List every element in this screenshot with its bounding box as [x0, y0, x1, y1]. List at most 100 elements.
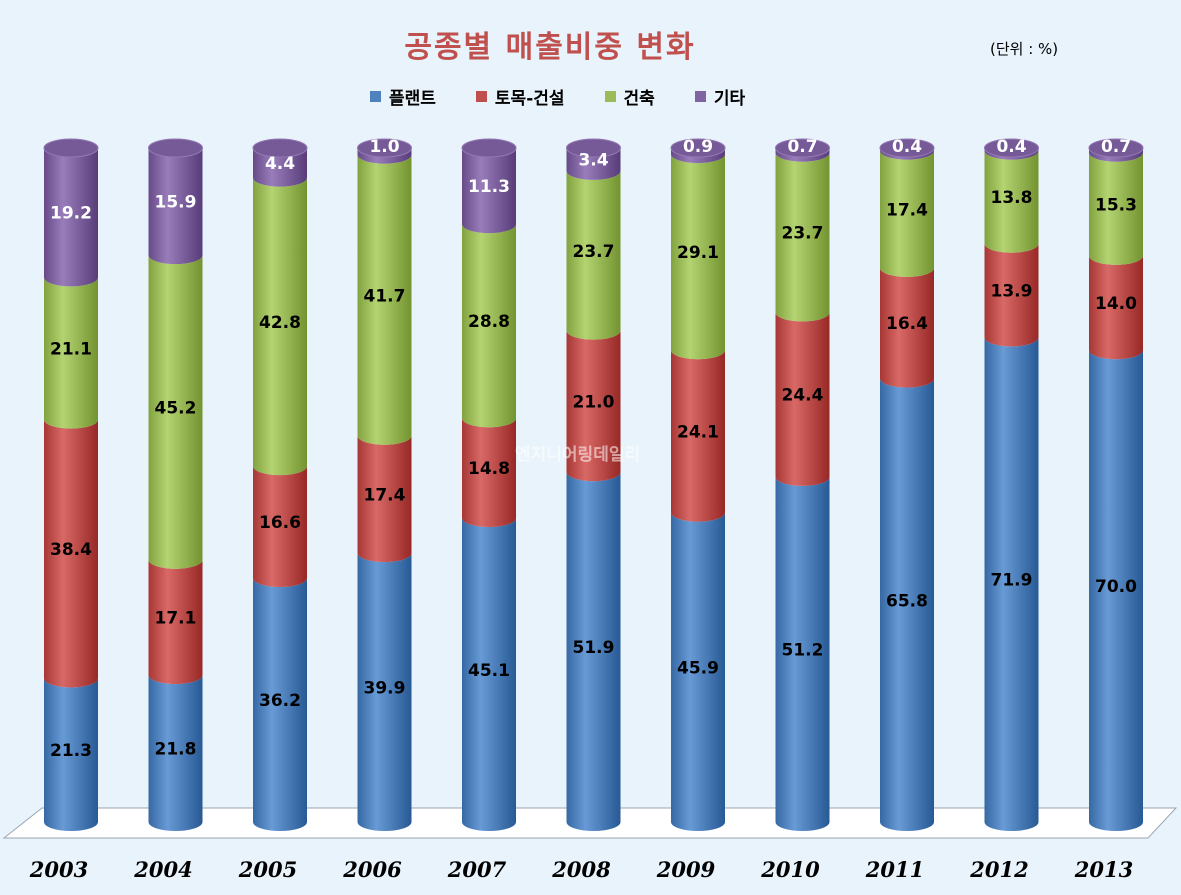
legend-label-architecture: 건축: [623, 89, 655, 109]
bar-segment-2005-3: [253, 148, 307, 187]
bar-top-cap-2008: [566, 138, 621, 158]
bar-segment-2005-2: [253, 177, 307, 476]
data-label-2012-1: 13.9: [991, 282, 1033, 302]
data-label-2007-2: 28.8: [468, 312, 510, 332]
bar-segment-2013-0: [1089, 350, 1143, 831]
bar-segment-2005-1: [253, 466, 307, 588]
bar-segment-2008-0: [566, 472, 621, 831]
bar-segment-2006-3: [357, 148, 412, 164]
bar-segment-2004-3: [148, 148, 203, 265]
data-label-2004-1: 17.1: [155, 608, 197, 628]
bar-top-cap-2012: [984, 138, 1039, 158]
bar-segment-2007-3: [462, 148, 516, 234]
x-tick-label-2013: 2013: [1074, 857, 1133, 882]
data-label-2007-0: 45.1: [468, 661, 510, 681]
data-label-2011-2: 17.4: [886, 200, 928, 220]
legend-item-plant: 플랜트: [370, 84, 436, 109]
data-label-2006-3: 1.0: [369, 137, 399, 157]
legend-swatch-other: [694, 91, 706, 102]
data-label-2010-0: 51.2: [782, 640, 824, 660]
bar-segment-2012-3: [984, 148, 1039, 160]
x-tick-label-2011: 2011: [865, 857, 924, 882]
bar-segment-2011-3: [880, 148, 934, 160]
bar-segment-2004-1: [148, 559, 203, 685]
data-label-2010-2: 23.7: [782, 224, 824, 244]
data-label-2003-0: 21.3: [50, 741, 92, 761]
data-label-2010-1: 24.4: [782, 386, 824, 406]
bar-segment-2007-0: [462, 518, 516, 831]
data-label-2009-2: 29.1: [677, 243, 719, 263]
bar-top-cap-2013: [1088, 138, 1144, 158]
bar-segment-2011-1: [880, 267, 935, 388]
bar-segment-2010-0: [775, 476, 830, 831]
bar-segment-2012-2: [984, 150, 1039, 253]
legend-swatch-architecture: [604, 91, 616, 102]
bar-top-cap-2006: [357, 138, 412, 158]
bar-top-cap-2010: [775, 138, 830, 158]
x-tick-label-2008: 2008: [551, 857, 611, 882]
data-label-2003-2: 21.1: [50, 340, 92, 360]
unit-label: (단위 : %): [990, 40, 1059, 58]
data-label-2009-0: 45.9: [677, 658, 719, 678]
x-tick-label-2003: 2003: [29, 857, 88, 882]
legend-swatch-civil: [475, 91, 487, 102]
data-label-layer: 21.3 38.4 21.1 19.2 21.8 17.1 45.2 15.9 36.2 16.6…: [50, 137, 1137, 761]
bar-top-cap-2004: [148, 138, 203, 158]
data-label-2004-2: 45.2: [155, 398, 197, 418]
bar-segment-2004-0: [148, 675, 203, 831]
legend-label-plant: 플랜트: [389, 89, 436, 109]
data-label-2006-0: 39.9: [364, 679, 406, 699]
data-label-2013-2: 15.3: [1095, 195, 1137, 215]
bar-segment-2003-2: [44, 277, 98, 429]
data-label-2012-2: 13.8: [991, 188, 1033, 208]
legend: 플랜트 토목-건설 건축 기타: [370, 84, 745, 109]
legend-label-civil: 토목-건설: [494, 89, 565, 109]
bar-segment-2010-1: [775, 312, 830, 486]
bar-segment-2009-3: [671, 148, 725, 164]
bar-segment-2008-2: [566, 170, 621, 340]
data-label-2013-0: 70.0: [1095, 577, 1137, 597]
data-label-2008-1: 21.0: [573, 392, 615, 412]
data-label-2005-1: 16.6: [259, 513, 301, 533]
bar-segment-2003-3: [44, 148, 98, 287]
data-label-2010-3: 0.7: [787, 137, 817, 157]
bar-segment-2008-1: [566, 330, 621, 482]
bar-top-cap-2011: [879, 138, 935, 158]
bar-segment-2010-2: [775, 152, 830, 322]
data-label-2003-1: 38.4: [50, 540, 92, 560]
bar-segment-2003-0: [44, 678, 98, 831]
bar-segment-2013-2: [1089, 152, 1143, 265]
data-label-2013-1: 14.0: [1095, 294, 1137, 314]
data-label-2009-3: 0.9: [683, 137, 713, 157]
bar-segment-2009-2: [671, 154, 725, 360]
bar-top-cap-2007: [461, 138, 517, 158]
data-label-2004-3: 15.9: [155, 193, 197, 213]
data-label-2008-3: 3.4: [578, 150, 608, 170]
legend-item-architecture: 건축: [604, 84, 655, 109]
bar-top-cap-2009: [670, 138, 726, 158]
bar-segment-2013-3: [1089, 148, 1143, 162]
legend-item-other: 기타: [694, 84, 745, 109]
bar-segment-2012-0: [984, 337, 1039, 831]
x-tick-label-2010: 2010: [760, 857, 820, 882]
watermark: 엔지니어링데일리: [515, 445, 641, 465]
bar-segment-2009-0: [671, 512, 725, 831]
bar-top-cap-2005: [252, 138, 308, 158]
data-label-2013-3: 0.7: [1101, 137, 1131, 157]
x-tick-label-2005: 2005: [238, 857, 297, 882]
data-label-2007-1: 14.8: [468, 459, 510, 479]
bar-segment-2012-1: [984, 243, 1039, 347]
data-label-2006-2: 41.7: [364, 286, 406, 306]
bar-segment-2007-2: [462, 224, 516, 428]
data-label-2004-0: 21.8: [155, 740, 197, 760]
bar-segment-2010-3: [775, 148, 830, 162]
data-label-2009-1: 24.1: [677, 422, 719, 442]
data-label-2011-3: 0.4: [892, 137, 922, 157]
bar-segment-2011-2: [880, 150, 935, 277]
data-label-2006-1: 17.4: [364, 485, 406, 505]
bar-segment-2006-0: [357, 553, 412, 831]
bar-segment-2006-2: [357, 154, 412, 445]
bar-segment-2004-2: [148, 255, 203, 569]
